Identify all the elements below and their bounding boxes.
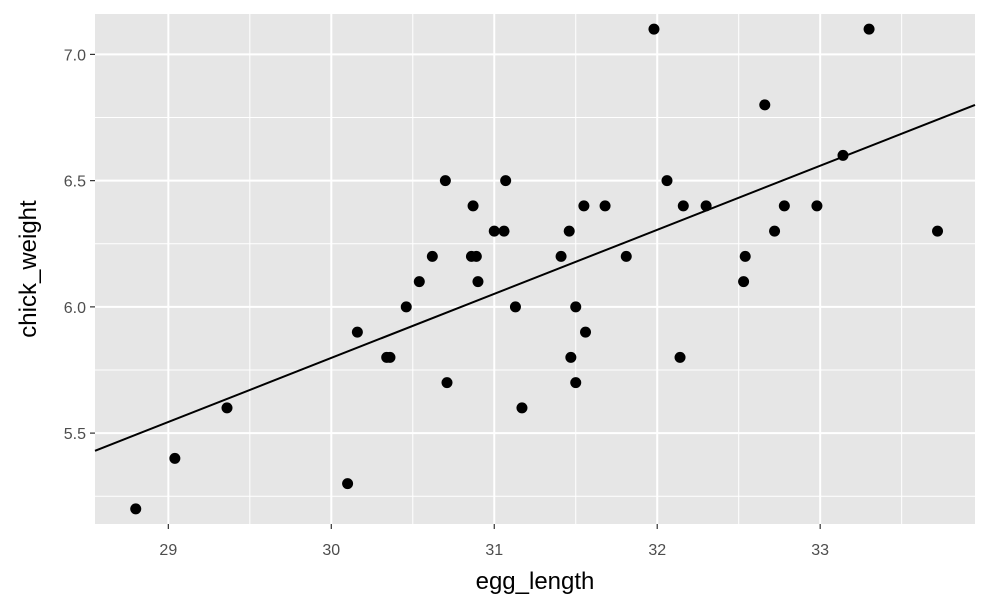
plot-panel bbox=[95, 14, 975, 524]
data-point bbox=[738, 276, 750, 288]
y-axis-ticks: 5.5 6.0 6.5 7.0 bbox=[64, 47, 95, 443]
data-point bbox=[932, 225, 944, 237]
x-tick-label: 30 bbox=[322, 542, 340, 559]
data-points bbox=[130, 23, 944, 515]
data-point bbox=[467, 200, 479, 212]
data-point bbox=[488, 225, 500, 237]
data-point bbox=[509, 301, 521, 313]
data-point bbox=[700, 200, 712, 212]
major-gridlines bbox=[95, 14, 975, 524]
data-point bbox=[563, 225, 575, 237]
data-point bbox=[674, 351, 686, 363]
data-point bbox=[648, 23, 660, 35]
x-axis-title: egg_length bbox=[476, 568, 595, 595]
data-point bbox=[426, 250, 438, 262]
data-point bbox=[500, 175, 512, 187]
data-point bbox=[498, 225, 510, 237]
minor-gridlines bbox=[95, 14, 975, 524]
data-point bbox=[570, 301, 582, 313]
data-point bbox=[769, 225, 781, 237]
x-tick-label: 29 bbox=[159, 542, 177, 559]
regression-line-group bbox=[94, 103, 976, 452]
data-point bbox=[130, 503, 142, 515]
x-axis-ticks: 29 30 31 32 33 bbox=[159, 524, 829, 559]
data-point bbox=[778, 200, 790, 212]
data-point bbox=[221, 402, 233, 414]
y-axis-title: chick_weight bbox=[15, 200, 42, 338]
data-point bbox=[620, 250, 632, 262]
x-tick-label: 32 bbox=[648, 542, 666, 559]
y-tick-label: 5.5 bbox=[64, 426, 86, 443]
data-point bbox=[342, 478, 354, 490]
data-point bbox=[470, 250, 482, 262]
regression-line bbox=[94, 103, 976, 452]
data-point bbox=[384, 351, 396, 363]
data-point bbox=[169, 452, 181, 464]
y-tick-label: 7.0 bbox=[64, 47, 86, 64]
data-point bbox=[413, 276, 425, 288]
y-tick-label: 6.0 bbox=[64, 300, 86, 317]
data-point bbox=[578, 200, 590, 212]
data-point bbox=[570, 377, 582, 389]
data-point bbox=[661, 175, 673, 187]
data-point bbox=[555, 250, 567, 262]
data-point bbox=[599, 200, 611, 212]
data-point bbox=[759, 99, 771, 111]
y-tick-label: 6.5 bbox=[64, 174, 86, 191]
data-point bbox=[863, 23, 875, 35]
data-point bbox=[811, 200, 823, 212]
data-point bbox=[677, 200, 689, 212]
x-tick-label: 31 bbox=[485, 542, 503, 559]
data-point bbox=[837, 149, 849, 161]
data-point bbox=[516, 402, 528, 414]
data-point bbox=[400, 301, 412, 313]
x-tick-label: 33 bbox=[811, 542, 829, 559]
data-point bbox=[351, 326, 363, 338]
data-point bbox=[565, 351, 577, 363]
data-point bbox=[739, 250, 751, 262]
data-point bbox=[441, 377, 453, 389]
data-point bbox=[580, 326, 592, 338]
data-point bbox=[472, 276, 484, 288]
data-point bbox=[439, 175, 451, 187]
